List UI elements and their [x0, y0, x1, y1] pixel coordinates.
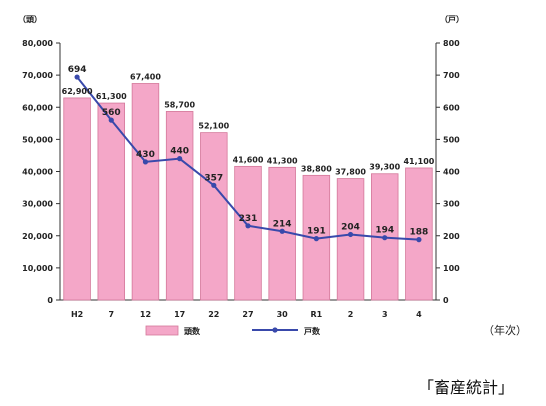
x-axis-unit: （年次）: [483, 324, 527, 337]
left-tick-label: 0: [47, 296, 53, 305]
line-point: [416, 237, 422, 243]
line-point: [245, 223, 251, 229]
point-value-label: 560: [102, 108, 121, 118]
left-tick-label: 40,000: [22, 168, 53, 177]
left-tick-label: 30,000: [22, 200, 53, 209]
right-tick-label: 200: [443, 232, 460, 241]
point-value-label: 694: [68, 65, 87, 75]
axes: 0 10,000 20,000 30,000 40,000 50,000 60,000 70,…: [22, 39, 460, 319]
point-value-label: 194: [375, 226, 394, 236]
bar-value-label: 41,100: [403, 157, 434, 166]
x-tick-label: 3: [382, 310, 388, 319]
line-point: [313, 236, 319, 242]
x-tick-label: 4: [416, 310, 422, 319]
point-value-label: 440: [170, 147, 189, 157]
right-tick-label: 500: [443, 135, 460, 144]
point-value-label: 188: [410, 228, 429, 238]
bar: [63, 97, 91, 301]
x-tick-label: 22: [208, 310, 219, 319]
legend-line-label: 戸数: [304, 326, 321, 336]
left-tick-label: 50,000: [22, 135, 53, 144]
line-point: [382, 235, 388, 241]
left-tick-label: 70,000: [22, 71, 53, 80]
point-value-label: 214: [273, 219, 292, 229]
bar-value-label: 67,400: [130, 72, 161, 81]
line-point: [279, 228, 285, 234]
bar-value-label: 41,300: [267, 156, 298, 165]
line-point: [211, 182, 217, 188]
bar-value-label: 61,300: [96, 92, 127, 101]
bar-value-label: 41,600: [233, 155, 264, 164]
bar-value-label: 37,800: [335, 168, 366, 177]
bar-value-label: 52,100: [198, 122, 229, 131]
legend: 頭数 戸数: [145, 325, 321, 336]
bar: [336, 178, 365, 301]
bar: [200, 132, 228, 301]
right-tick-label: 100: [443, 264, 460, 273]
line-point: [108, 117, 114, 123]
bar: [97, 102, 126, 301]
point-value-label: 430: [136, 150, 155, 160]
x-tick-label: R1: [310, 310, 322, 319]
line-point: [142, 159, 149, 165]
right-tick-label: 800: [443, 39, 460, 48]
left-axis-unit: （頭）: [18, 14, 42, 24]
x-tick-label: 30: [277, 310, 289, 319]
source-label: 「畜産統計」: [418, 378, 515, 397]
point-value-label: 191: [307, 227, 326, 237]
line-point: [177, 156, 183, 162]
x-tick-label: 12: [140, 310, 151, 319]
right-tick-label: 600: [443, 103, 460, 112]
right-tick-label: 300: [443, 200, 460, 209]
bar-value-label: 62,900: [62, 87, 93, 96]
x-tick-label: H2: [71, 310, 83, 319]
point-value-label: 357: [204, 173, 223, 183]
legend-bar-label: 頭数: [184, 326, 201, 336]
bar: [165, 111, 194, 301]
left-tick-label: 10,000: [22, 264, 53, 273]
bar-value-label: 39,300: [369, 163, 400, 172]
right-tick-label: 400: [443, 168, 460, 177]
bar: [131, 83, 160, 301]
left-tick-label: 20,000: [22, 232, 53, 241]
legend-bar-swatch: [145, 325, 179, 336]
point-value-label: 231: [239, 214, 258, 224]
left-tick-label: 60,000: [22, 103, 53, 112]
bar-value-label: 38,800: [301, 164, 332, 173]
x-tick-label: 2: [348, 310, 354, 319]
right-tick-label: 700: [443, 71, 460, 80]
point-value-label: 204: [341, 222, 360, 232]
bar-value-label: 58,700: [164, 100, 195, 109]
x-tick-label: 27: [242, 310, 253, 319]
x-tick-label: 17: [174, 310, 185, 319]
x-tick-label: 7: [108, 310, 114, 319]
bar: [405, 167, 433, 301]
line-point: [74, 74, 80, 80]
right-axis-unit: （戸）: [440, 14, 464, 24]
left-tick-label: 80,000: [22, 39, 53, 48]
right-tick-label: 0: [443, 296, 449, 305]
line-series: [74, 74, 422, 243]
bar: [234, 165, 262, 301]
legend-line-marker: [272, 327, 278, 333]
line-point: [347, 231, 354, 238]
